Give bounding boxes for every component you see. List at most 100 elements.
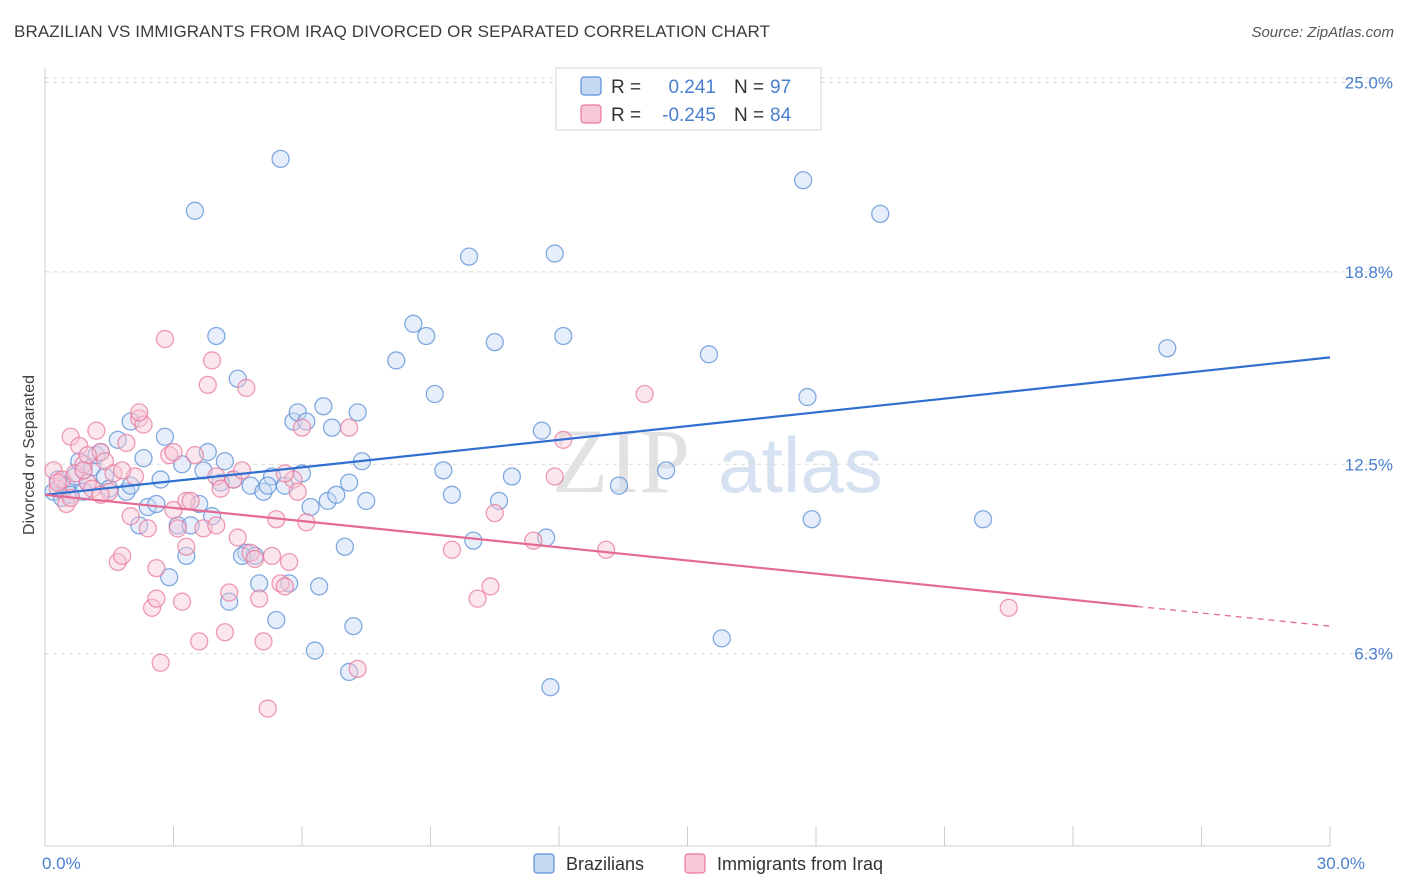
data-point xyxy=(147,558,166,578)
data-point xyxy=(292,418,312,437)
data-point xyxy=(404,314,423,333)
trend-line xyxy=(44,356,1331,496)
data-point xyxy=(87,421,106,440)
data-point xyxy=(134,449,153,468)
data-point xyxy=(190,632,209,651)
data-point xyxy=(712,629,731,648)
data-point xyxy=(215,623,235,642)
data-point xyxy=(250,574,269,593)
legend-r-value: -0.245 xyxy=(662,105,716,126)
data-point xyxy=(258,476,277,495)
data-point xyxy=(168,519,187,538)
chart-title: BRAZILIAN VS IMMIGRANTS FROM IRAQ DIVORC… xyxy=(14,22,771,41)
data-point xyxy=(485,503,504,523)
data-point xyxy=(220,583,239,602)
data-point xyxy=(305,641,325,660)
data-point xyxy=(215,452,235,471)
series-legend-swatch xyxy=(684,853,706,874)
data-point xyxy=(117,433,136,453)
data-point xyxy=(237,378,256,398)
data-point xyxy=(339,418,359,437)
data-point xyxy=(147,494,166,514)
data-point xyxy=(481,577,500,596)
y-tick-label: 25.0% xyxy=(1345,74,1393,93)
data-point xyxy=(48,473,67,492)
data-point xyxy=(314,397,333,416)
trend-line xyxy=(44,493,1138,608)
data-point xyxy=(74,455,93,474)
data-point xyxy=(442,540,462,559)
data-point xyxy=(258,699,277,718)
data-point xyxy=(112,461,132,480)
data-point xyxy=(322,418,342,437)
data-point xyxy=(185,201,205,220)
x-tick-label: 30.0% xyxy=(1317,854,1365,873)
y-tick-label: 12.5% xyxy=(1345,455,1393,474)
data-point xyxy=(121,507,140,526)
data-point xyxy=(794,171,813,190)
data-point xyxy=(271,149,290,169)
data-point xyxy=(130,403,149,422)
data-point xyxy=(262,546,282,566)
data-point xyxy=(232,461,252,480)
data-point xyxy=(207,326,226,346)
legend-n-value: 84 xyxy=(770,105,792,126)
legend-n-label: N = xyxy=(734,77,764,98)
data-point xyxy=(798,387,817,407)
data-point xyxy=(151,653,170,672)
data-point xyxy=(524,531,543,550)
data-point xyxy=(434,461,453,480)
series-legend: Brazilians Immigrants from Iraq xyxy=(533,853,883,874)
data-point xyxy=(485,332,504,352)
data-point xyxy=(267,610,286,630)
trend-line-extension xyxy=(1137,605,1331,627)
data-point xyxy=(502,467,522,486)
legend-r-label: R = xyxy=(611,105,641,126)
data-point xyxy=(279,552,299,572)
data-point xyxy=(802,510,821,529)
data-point xyxy=(207,516,226,535)
data-point xyxy=(147,589,166,608)
data-point xyxy=(198,375,217,395)
data-point xyxy=(164,500,183,520)
data-point xyxy=(425,384,444,404)
data-point xyxy=(532,421,552,440)
data-point xyxy=(541,678,560,697)
data-point xyxy=(348,403,367,422)
data-point xyxy=(545,467,564,486)
data-point xyxy=(202,351,222,370)
data-point xyxy=(185,445,205,465)
data-point xyxy=(1158,339,1177,358)
data-point xyxy=(468,589,487,608)
data-point xyxy=(656,461,676,480)
data-point xyxy=(309,577,329,596)
data-point xyxy=(254,632,273,651)
data-point xyxy=(554,326,573,346)
data-point xyxy=(973,510,993,529)
data-point xyxy=(74,461,93,480)
series-legend-label: Immigrants from Iraq xyxy=(717,854,883,874)
legend-n-value: 97 xyxy=(770,77,791,98)
y-axis-label: Divorced or Separated xyxy=(21,375,38,535)
data-point xyxy=(699,345,719,364)
data-point xyxy=(999,598,1018,617)
data-point xyxy=(387,351,406,370)
data-point xyxy=(327,485,346,504)
data-point xyxy=(609,476,629,495)
data-point xyxy=(181,491,200,511)
data-point xyxy=(177,537,196,556)
data-point xyxy=(275,577,295,596)
data-point xyxy=(245,549,265,569)
data-point xyxy=(596,540,616,559)
legend-n-label: N = xyxy=(734,105,764,126)
data-point xyxy=(155,427,175,446)
data-point xyxy=(357,491,376,511)
data-point xyxy=(417,326,436,346)
chart-source: Source: ZipAtlas.com xyxy=(1251,24,1394,41)
data-point xyxy=(78,445,97,465)
series-legend-label: Brazilians xyxy=(566,854,644,874)
data-point xyxy=(164,442,183,462)
series-legend-swatch xyxy=(533,853,555,874)
legend-swatch xyxy=(580,104,602,124)
